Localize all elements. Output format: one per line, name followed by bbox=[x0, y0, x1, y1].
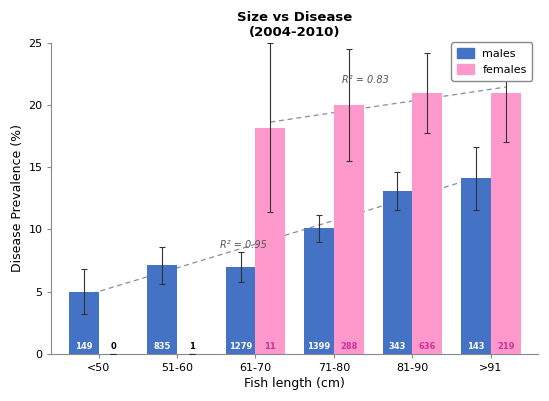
Bar bbox=[461, 178, 491, 354]
Bar bbox=[226, 267, 255, 354]
Text: 1: 1 bbox=[189, 342, 195, 350]
Y-axis label: Disease Prevalence (%): Disease Prevalence (%) bbox=[11, 124, 24, 272]
Bar bbox=[334, 105, 363, 354]
Bar bbox=[412, 93, 442, 354]
Text: 11: 11 bbox=[265, 342, 276, 350]
Text: 343: 343 bbox=[389, 342, 406, 350]
Bar bbox=[304, 228, 334, 354]
Text: 1399: 1399 bbox=[307, 342, 330, 350]
Text: 835: 835 bbox=[153, 342, 171, 350]
Bar bbox=[147, 265, 177, 354]
Text: 219: 219 bbox=[497, 342, 514, 350]
Bar bbox=[383, 191, 412, 354]
Text: 1279: 1279 bbox=[229, 342, 252, 350]
Text: 149: 149 bbox=[75, 342, 92, 350]
Legend: males, females: males, females bbox=[451, 43, 533, 81]
Text: R² = 0.95: R² = 0.95 bbox=[220, 240, 267, 250]
Bar bbox=[491, 93, 520, 354]
Text: 288: 288 bbox=[340, 342, 357, 350]
X-axis label: Fish length (cm): Fish length (cm) bbox=[244, 377, 345, 390]
Text: R² = 0.83: R² = 0.83 bbox=[341, 75, 389, 85]
Bar bbox=[255, 128, 285, 354]
Bar bbox=[69, 292, 98, 354]
Text: 143: 143 bbox=[467, 342, 485, 350]
Text: 636: 636 bbox=[418, 342, 436, 350]
Title: Size vs Disease
(2004-2010): Size vs Disease (2004-2010) bbox=[237, 11, 352, 39]
Text: 0: 0 bbox=[110, 342, 116, 350]
